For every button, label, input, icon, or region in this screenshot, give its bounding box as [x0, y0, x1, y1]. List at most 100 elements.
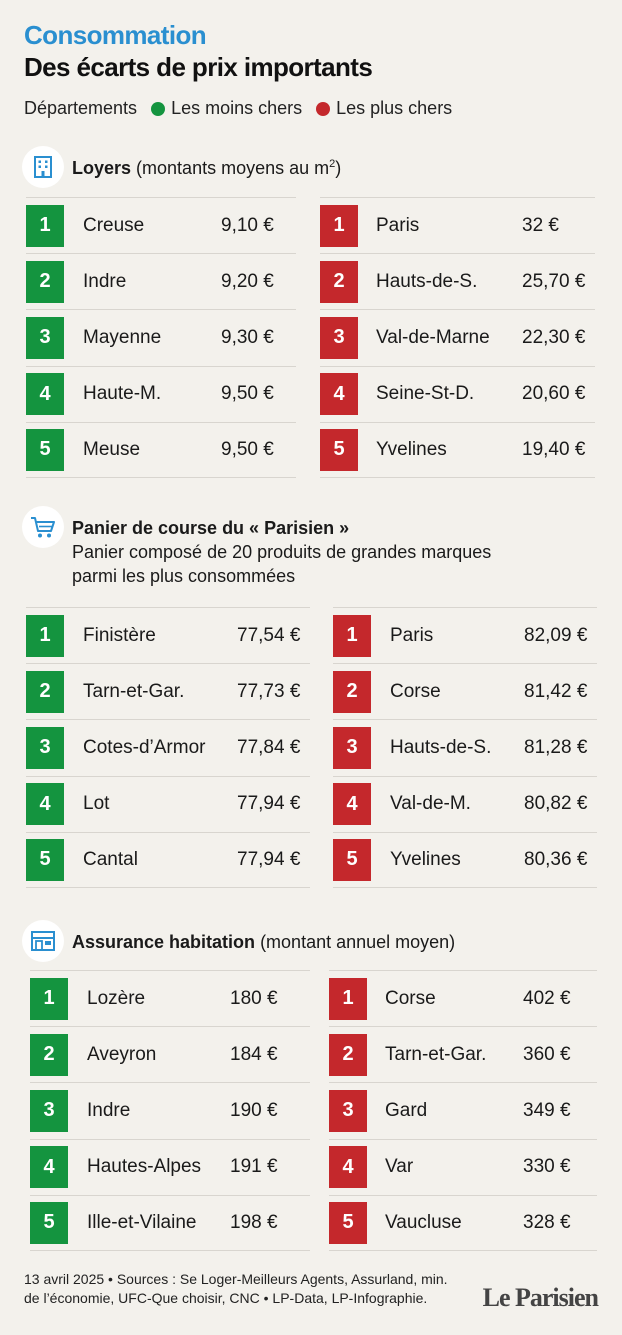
- section-loyers-title: Loyers: [72, 158, 132, 178]
- rank-badge: 4: [30, 1146, 68, 1189]
- rank-badge: 1: [26, 204, 64, 247]
- ranking-row: 2 Hauts-de-S. 25,70 €: [320, 253, 595, 309]
- price-value: 77,94 €: [237, 848, 301, 870]
- price-value: 190 €: [230, 1099, 278, 1121]
- rank-badge: 1: [26, 614, 64, 657]
- price-value: 77,73 €: [237, 680, 301, 702]
- section-loyers-subtitle: (montants moyens au m2): [136, 158, 342, 178]
- building-icon: [22, 146, 64, 188]
- price-value: 9,20 €: [221, 270, 274, 292]
- shopping-cart-icon: [22, 506, 64, 548]
- rank-badge: 3: [30, 1089, 68, 1132]
- ranking-row: 3 Mayenne 9,30 €: [26, 309, 296, 365]
- section-assurance-subtitle: (montant annuel moyen): [260, 932, 456, 952]
- price-value: 349 €: [523, 1099, 571, 1121]
- ranking-row: 3 Indre 190 €: [30, 1082, 310, 1138]
- department-name: Cantal: [83, 848, 138, 870]
- rank-badge: 4: [320, 373, 358, 416]
- rank-badge: 3: [320, 316, 358, 359]
- ranking-row: 4 Hautes-Alpes 191 €: [30, 1138, 310, 1195]
- department-name: Meuse: [83, 438, 141, 460]
- department-name: Paris: [376, 214, 420, 236]
- rank-badge: 5: [320, 428, 358, 471]
- price-value: 20,60 €: [522, 383, 586, 405]
- department-name: Corse: [390, 680, 441, 702]
- department-name: Tarn-et-Gar.: [385, 1043, 487, 1065]
- price-value: 81,42 €: [524, 680, 588, 702]
- ranking-row: 2 Tarn-et-Gar. 360 €: [329, 1026, 597, 1082]
- department-name: Hauts-de-S.: [390, 736, 492, 758]
- section-panier-desc-1: Panier composé de 20 produits de grandes…: [72, 542, 492, 562]
- department-name: Lozère: [87, 987, 146, 1009]
- section-loyers-header: Loyers (montants moyens au m2): [22, 146, 341, 188]
- price-value: 9,10 €: [221, 214, 274, 236]
- legend-red-dot: [316, 101, 331, 116]
- ranking-row: 4 Val-de-M. 80,82 €: [333, 775, 597, 832]
- kicker: Consommation: [24, 20, 207, 50]
- footer-line-2: de l’économie, UFC-Que choisir, CNC • LP…: [24, 1290, 428, 1306]
- ranking-row: 5 Ille-et-Vilaine 198 €: [30, 1194, 310, 1251]
- department-name: Paris: [390, 624, 434, 646]
- price-value: 82,09 €: [524, 624, 588, 646]
- price-value: 330 €: [523, 1156, 571, 1178]
- rank-badge: 3: [333, 726, 371, 769]
- department-name: Ille-et-Vilaine: [87, 1211, 197, 1233]
- rank-badge: 3: [26, 726, 64, 769]
- ranking-row: 2 Aveyron 184 €: [30, 1026, 310, 1082]
- legend: Départements Les moins chers Les plus ch…: [24, 98, 452, 119]
- ranking-row: 2 Indre 9,20 €: [26, 253, 296, 309]
- price-value: 184 €: [230, 1043, 278, 1065]
- rank-badge: 4: [26, 783, 64, 826]
- price-value: 77,84 €: [237, 736, 301, 758]
- legend-green-dot: [151, 101, 166, 116]
- price-value: 77,54 €: [237, 624, 301, 646]
- rank-badge: 4: [329, 1146, 367, 1189]
- ranking-row: 2 Corse 81,42 €: [333, 663, 597, 719]
- price-value: 80,36 €: [524, 848, 588, 870]
- ranking-row: 5 Meuse 9,50 €: [26, 421, 296, 478]
- rank-badge: 3: [26, 316, 64, 359]
- rank-badge: 4: [333, 783, 371, 826]
- price-value: 328 €: [523, 1211, 571, 1233]
- department-name: Var: [385, 1156, 414, 1178]
- rank-badge: 4: [26, 373, 64, 416]
- department-name: Finistère: [83, 624, 156, 646]
- rank-badge: 1: [333, 614, 371, 657]
- price-value: 22,30 €: [522, 326, 586, 348]
- price-value: 198 €: [230, 1211, 278, 1233]
- department-name: Aveyron: [87, 1043, 157, 1065]
- rank-badge: 5: [26, 838, 64, 881]
- department-name: Cotes-d’Armor: [83, 736, 206, 758]
- ranking-row: 1 Finistère 77,54 €: [26, 607, 310, 663]
- footer-sources: 13 avril 2025 • Sources : Se Loger-Meill…: [24, 1270, 448, 1308]
- department-name: Creuse: [83, 214, 145, 236]
- department-name: Indre: [83, 270, 127, 292]
- legend-label: Départements: [24, 98, 138, 118]
- le-parisien-logo: Le Parisien: [482, 1283, 599, 1312]
- department-name: Vaucluse: [385, 1211, 462, 1233]
- department-name: Corse: [385, 987, 436, 1009]
- section-assurance-title: Assurance habitation: [72, 932, 256, 952]
- department-name: Yvelines: [376, 438, 447, 460]
- rank-badge: 5: [26, 428, 64, 471]
- department-name: Tarn-et-Gar.: [83, 680, 185, 702]
- rank-badge: 2: [329, 1033, 367, 1076]
- department-name: Haute-M.: [83, 383, 162, 405]
- price-value: 360 €: [523, 1043, 571, 1065]
- ranking-row: 5 Yvelines 19,40 €: [320, 421, 595, 478]
- price-value: 9,50 €: [221, 438, 274, 460]
- price-value: 81,28 €: [524, 736, 588, 758]
- department-name: Gard: [385, 1099, 428, 1121]
- ranking-row: 1 Corse 402 €: [329, 970, 597, 1026]
- price-value: 191 €: [230, 1156, 278, 1178]
- department-name: Yvelines: [390, 848, 461, 870]
- rank-badge: 5: [329, 1201, 367, 1244]
- ranking-row: 1 Paris 82,09 €: [333, 607, 597, 663]
- rank-badge: 5: [30, 1201, 68, 1244]
- ranking-row: 5 Yvelines 80,36 €: [333, 831, 597, 888]
- rank-badge: 5: [333, 838, 371, 881]
- headline: Des écarts de prix importants: [24, 52, 373, 82]
- house-icon: [22, 920, 64, 962]
- ranking-row: 3 Cotes-d’Armor 77,84 €: [26, 719, 310, 775]
- price-value: 25,70 €: [522, 270, 586, 292]
